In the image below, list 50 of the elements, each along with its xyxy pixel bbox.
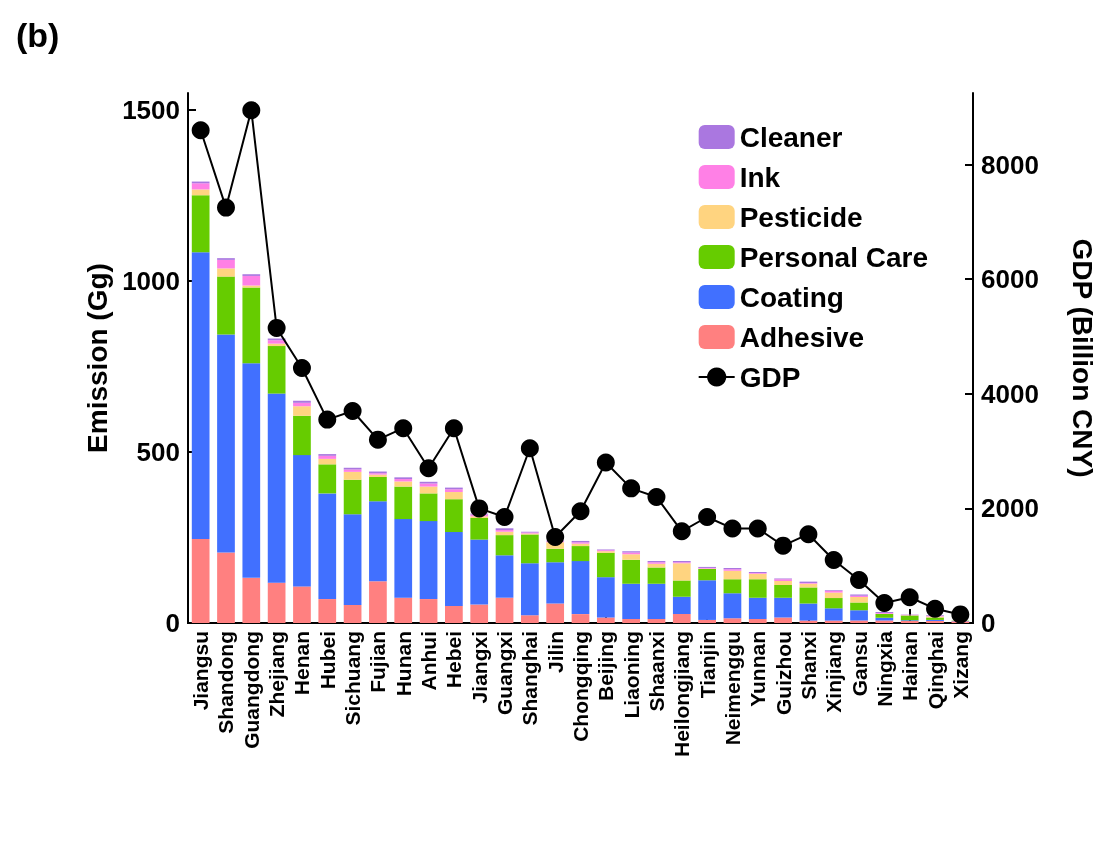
x-tick-label: Ningxia: [872, 630, 896, 707]
y-tick-label: 1000: [122, 266, 180, 297]
legend-label: Ink: [739, 161, 781, 193]
x-tick-label: Guangdong: [239, 631, 263, 749]
x-tick-label: Jilin: [543, 631, 567, 674]
x-tick-label: Hebei: [442, 631, 466, 689]
x-tick-label: Xizang: [948, 631, 972, 699]
y-tick-label: 500: [136, 437, 180, 468]
legend-label: Adhesive: [739, 321, 865, 353]
x-tick-label: Anhui: [417, 631, 441, 691]
x-tick-label: Fujian: [366, 631, 390, 693]
x-tick-label: Chongqing: [569, 631, 592, 742]
x-tick-label: Guangxi: [493, 631, 517, 716]
x-tick-label: Henan: [290, 631, 314, 696]
legend-label: GDP: [739, 361, 801, 393]
x-tick-label: Heilongjiang: [670, 631, 694, 757]
x-tick-label: Beijing: [594, 631, 618, 702]
x-tick-label: Neimenggu: [720, 631, 744, 746]
legend-label: Pesticide: [739, 201, 863, 233]
y2-axis-title: GDP (Billion CNY): [1066, 238, 1098, 478]
x-tick-label: Zhejiang: [265, 631, 289, 718]
y-tick-label: 0: [165, 608, 180, 638]
x-tick-label: Liaoning: [619, 631, 643, 719]
x-tick-label: Guizhou: [771, 631, 795, 715]
x-tick-label: Shandong: [214, 631, 238, 734]
y2-tick-label: 6000: [981, 264, 1039, 295]
x-tick-label: Tianjin: [695, 631, 719, 699]
legend-label: Personal Care: [739, 241, 929, 273]
x-tick-label: Hainan: [898, 631, 922, 702]
x-tick-label: Shanxi: [796, 631, 820, 700]
x-tick-label: Shanghai: [518, 631, 542, 726]
y2-tick-label: 4000: [981, 378, 1039, 409]
y2-tick-label: 0: [981, 608, 996, 638]
x-tick-label: Hunan: [391, 631, 415, 697]
x-tick-label: Yunnan: [746, 631, 770, 707]
x-tick-label: Sichuang: [341, 631, 365, 726]
x-tick-label: Xinjiang: [822, 631, 846, 713]
y-tick-label: 1500: [122, 95, 180, 126]
x-tick-label: Jiangxi: [467, 631, 491, 704]
x-tick-label: Qinghai: [923, 631, 947, 710]
legend-label: Cleaner: [739, 121, 843, 153]
x-tick-label: Shaanxi: [644, 631, 668, 712]
x-tick-label: Gansu: [847, 631, 871, 697]
y2-tick-label: 8000: [981, 149, 1039, 180]
x-tick-label: Hubei: [315, 631, 339, 690]
y2-tick-label: 2000: [981, 493, 1039, 524]
y-axis-title: Emission (Gg): [81, 263, 113, 453]
x-tick-label: Jiangsu: [189, 631, 213, 711]
legend-label: Coating: [739, 281, 844, 313]
text: (b): [16, 16, 60, 54]
